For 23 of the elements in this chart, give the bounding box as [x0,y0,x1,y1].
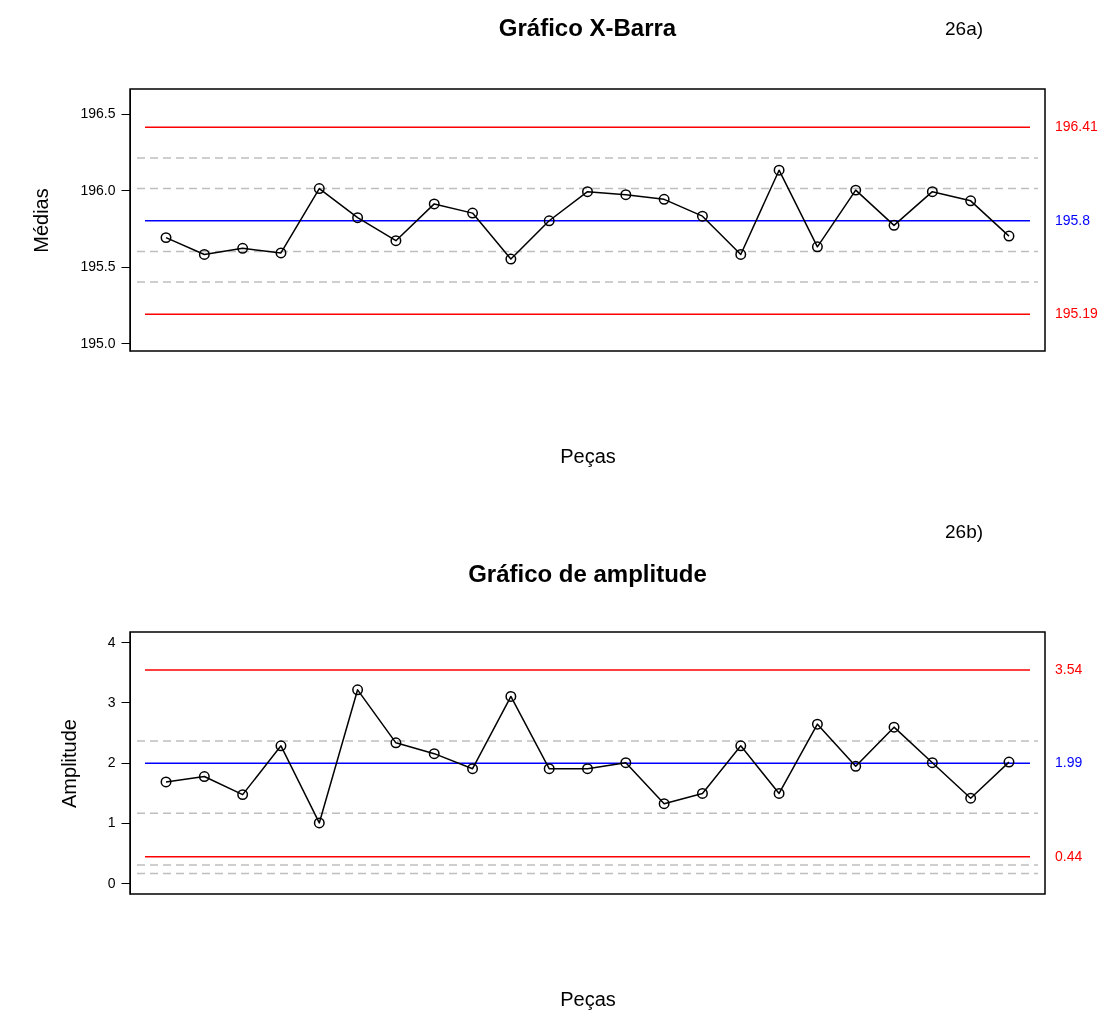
ref-line-label: 1.99 [1055,754,1083,771]
y-tick-label: 4 [107,633,116,650]
y-tick-label: 195.5 [80,258,116,275]
y-tick-label: 195.0 [80,334,116,351]
ref-line-label: 195.19 [1055,305,1099,322]
ref-line-label: 195.8 [1055,211,1091,228]
y-tick-label: 196.0 [80,181,116,198]
text: 26b) [945,521,984,542]
y-tick-label: 0 [107,874,116,891]
y-tick-label: 2 [107,754,116,771]
ref-line-label: 3.54 [1055,660,1083,677]
x-axis-title: Peças [560,987,616,1010]
ref-line-label: 0.44 [1055,847,1083,864]
ref-line-label: 196.41 [1055,118,1099,135]
x-axis-title: Peças [560,444,616,467]
text: 26a) [945,18,984,39]
chart-title: Gráfico X-Barra [498,14,677,41]
y-tick-label: 1 [107,814,116,831]
y-tick-label: 3 [107,693,116,710]
y-tick-label: 196.5 [80,105,116,122]
chart-title: Gráfico de amplitude [468,560,707,587]
y-axis-title: Médias [30,188,53,253]
y-axis-title: Amplitude [57,719,80,808]
